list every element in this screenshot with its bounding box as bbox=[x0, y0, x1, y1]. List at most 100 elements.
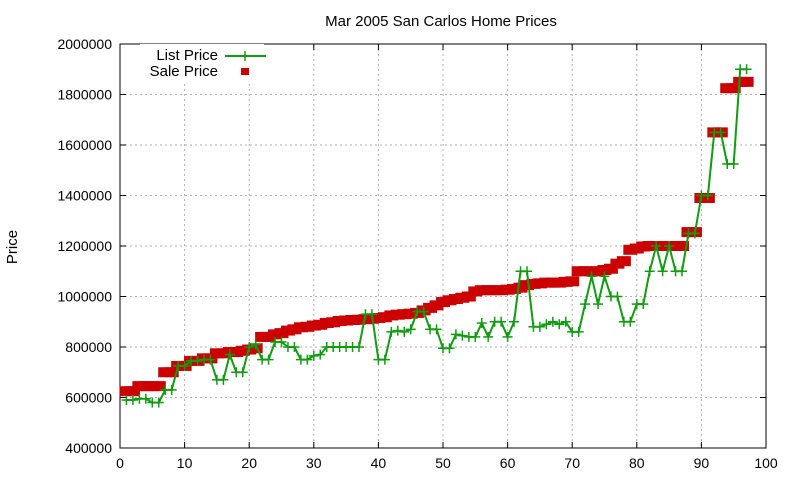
list-price-series bbox=[121, 64, 752, 408]
list-price-point bbox=[580, 299, 591, 310]
x-tick-label: 0 bbox=[116, 455, 124, 471]
list-price-point bbox=[476, 318, 487, 329]
legend-background bbox=[140, 44, 264, 82]
list-price-point bbox=[521, 266, 532, 277]
list-price-point bbox=[308, 350, 319, 361]
list-price-point bbox=[457, 330, 468, 341]
list-price-point bbox=[379, 354, 390, 365]
sale-price-point bbox=[739, 76, 754, 87]
list-price-point bbox=[431, 324, 442, 335]
list-price-point bbox=[315, 349, 326, 360]
list-price-point bbox=[386, 326, 397, 337]
x-tick-label: 60 bbox=[500, 455, 516, 471]
legend-sale-price-square bbox=[241, 68, 249, 75]
y-tick-label: 400000 bbox=[65, 440, 112, 456]
list-price-point bbox=[237, 367, 248, 378]
sale-price-point bbox=[461, 291, 476, 302]
sale-price-point bbox=[164, 367, 179, 378]
list-price-point bbox=[250, 339, 261, 350]
sale-price-point bbox=[675, 241, 690, 251]
y-tick-label: 600000 bbox=[65, 390, 112, 406]
y-tick-label: 1200000 bbox=[57, 238, 112, 254]
legend-label-list-price: List Price bbox=[156, 47, 218, 64]
list-price-point bbox=[153, 397, 164, 408]
x-tick-label: 80 bbox=[629, 455, 645, 471]
list-price-point bbox=[496, 316, 507, 327]
sale-price-point bbox=[616, 256, 631, 267]
y-tick-label: 1600000 bbox=[57, 137, 112, 153]
series-layer bbox=[119, 64, 754, 408]
sale-price-point bbox=[565, 276, 580, 287]
list-price-point bbox=[276, 336, 287, 347]
list-price-point bbox=[509, 316, 520, 327]
list-price-point bbox=[399, 326, 410, 337]
list-price-point bbox=[166, 384, 177, 395]
sale-price-point bbox=[603, 263, 618, 274]
plot-frame bbox=[119, 43, 767, 449]
list-price-point bbox=[392, 325, 403, 336]
x-tick-label: 20 bbox=[241, 455, 257, 471]
grid-lines bbox=[120, 44, 766, 448]
list-price-point bbox=[366, 309, 377, 320]
list-price-point bbox=[127, 395, 138, 406]
list-price-point bbox=[728, 158, 739, 169]
list-price-point bbox=[664, 241, 675, 251]
x-tick-label: 40 bbox=[371, 455, 387, 471]
x-tick-label: 90 bbox=[694, 455, 710, 471]
sale-price-point bbox=[151, 381, 166, 392]
x-tick-label: 70 bbox=[564, 455, 580, 471]
list-price-point bbox=[179, 360, 190, 371]
list-price-point bbox=[302, 354, 313, 365]
list-price-point bbox=[573, 326, 584, 337]
list-price-point bbox=[483, 331, 494, 342]
legend: List Price Sale Price bbox=[140, 44, 266, 82]
sale-price-series bbox=[119, 76, 754, 397]
list-price-point bbox=[715, 127, 726, 138]
list-price-point bbox=[638, 299, 649, 310]
list-price-point bbox=[741, 64, 752, 75]
list-price-point bbox=[502, 331, 513, 342]
list-price-point bbox=[625, 316, 636, 327]
sale-price-point bbox=[726, 83, 741, 94]
list-price-point bbox=[593, 299, 604, 310]
y-tick-label: 800000 bbox=[65, 339, 112, 355]
chart-title: Mar 2005 San Carlos Home Prices bbox=[325, 13, 557, 30]
y-tick-label: 1000000 bbox=[57, 289, 112, 305]
list-price-point bbox=[444, 343, 455, 354]
list-price-point bbox=[560, 316, 571, 327]
axis-ticks: 0 10 20 30 40 50 60 70 80 90 100 400000 600000 800000… bbox=[57, 36, 777, 471]
list-price-point bbox=[541, 319, 552, 330]
list-price-point bbox=[651, 241, 662, 251]
list-price-point bbox=[644, 266, 655, 277]
y-tick-label: 1400000 bbox=[57, 188, 112, 204]
list-price-point bbox=[405, 324, 416, 335]
list-price-point bbox=[244, 342, 255, 352]
list-price-point bbox=[599, 271, 610, 282]
legend-swatches bbox=[225, 51, 266, 75]
list-price-point bbox=[702, 190, 713, 201]
list-price-point bbox=[450, 329, 461, 340]
x-tick-label: 10 bbox=[177, 455, 193, 471]
list-price-point bbox=[612, 291, 623, 302]
list-price-point bbox=[218, 374, 229, 385]
list-price-point bbox=[140, 393, 151, 404]
list-price-point bbox=[657, 266, 668, 277]
x-tick-label: 100 bbox=[754, 455, 778, 471]
list-price-point bbox=[470, 331, 481, 342]
list-price-point bbox=[354, 342, 365, 352]
list-price-point bbox=[689, 228, 700, 239]
y-tick-label: 2000000 bbox=[57, 36, 112, 52]
x-tick-label: 50 bbox=[435, 455, 451, 471]
x-tick-label: 30 bbox=[306, 455, 322, 471]
list-price-point bbox=[534, 321, 545, 332]
list-price-point bbox=[205, 354, 216, 365]
list-price-point bbox=[586, 271, 597, 282]
list-price-point bbox=[677, 266, 688, 277]
sale-price-point bbox=[125, 386, 140, 397]
legend-label-sale-price: Sale Price bbox=[150, 63, 218, 80]
y-tick-label: 1800000 bbox=[57, 87, 112, 103]
y-axis-label: Price bbox=[4, 230, 21, 264]
list-price-point bbox=[418, 306, 429, 317]
list-price-point bbox=[289, 342, 300, 352]
